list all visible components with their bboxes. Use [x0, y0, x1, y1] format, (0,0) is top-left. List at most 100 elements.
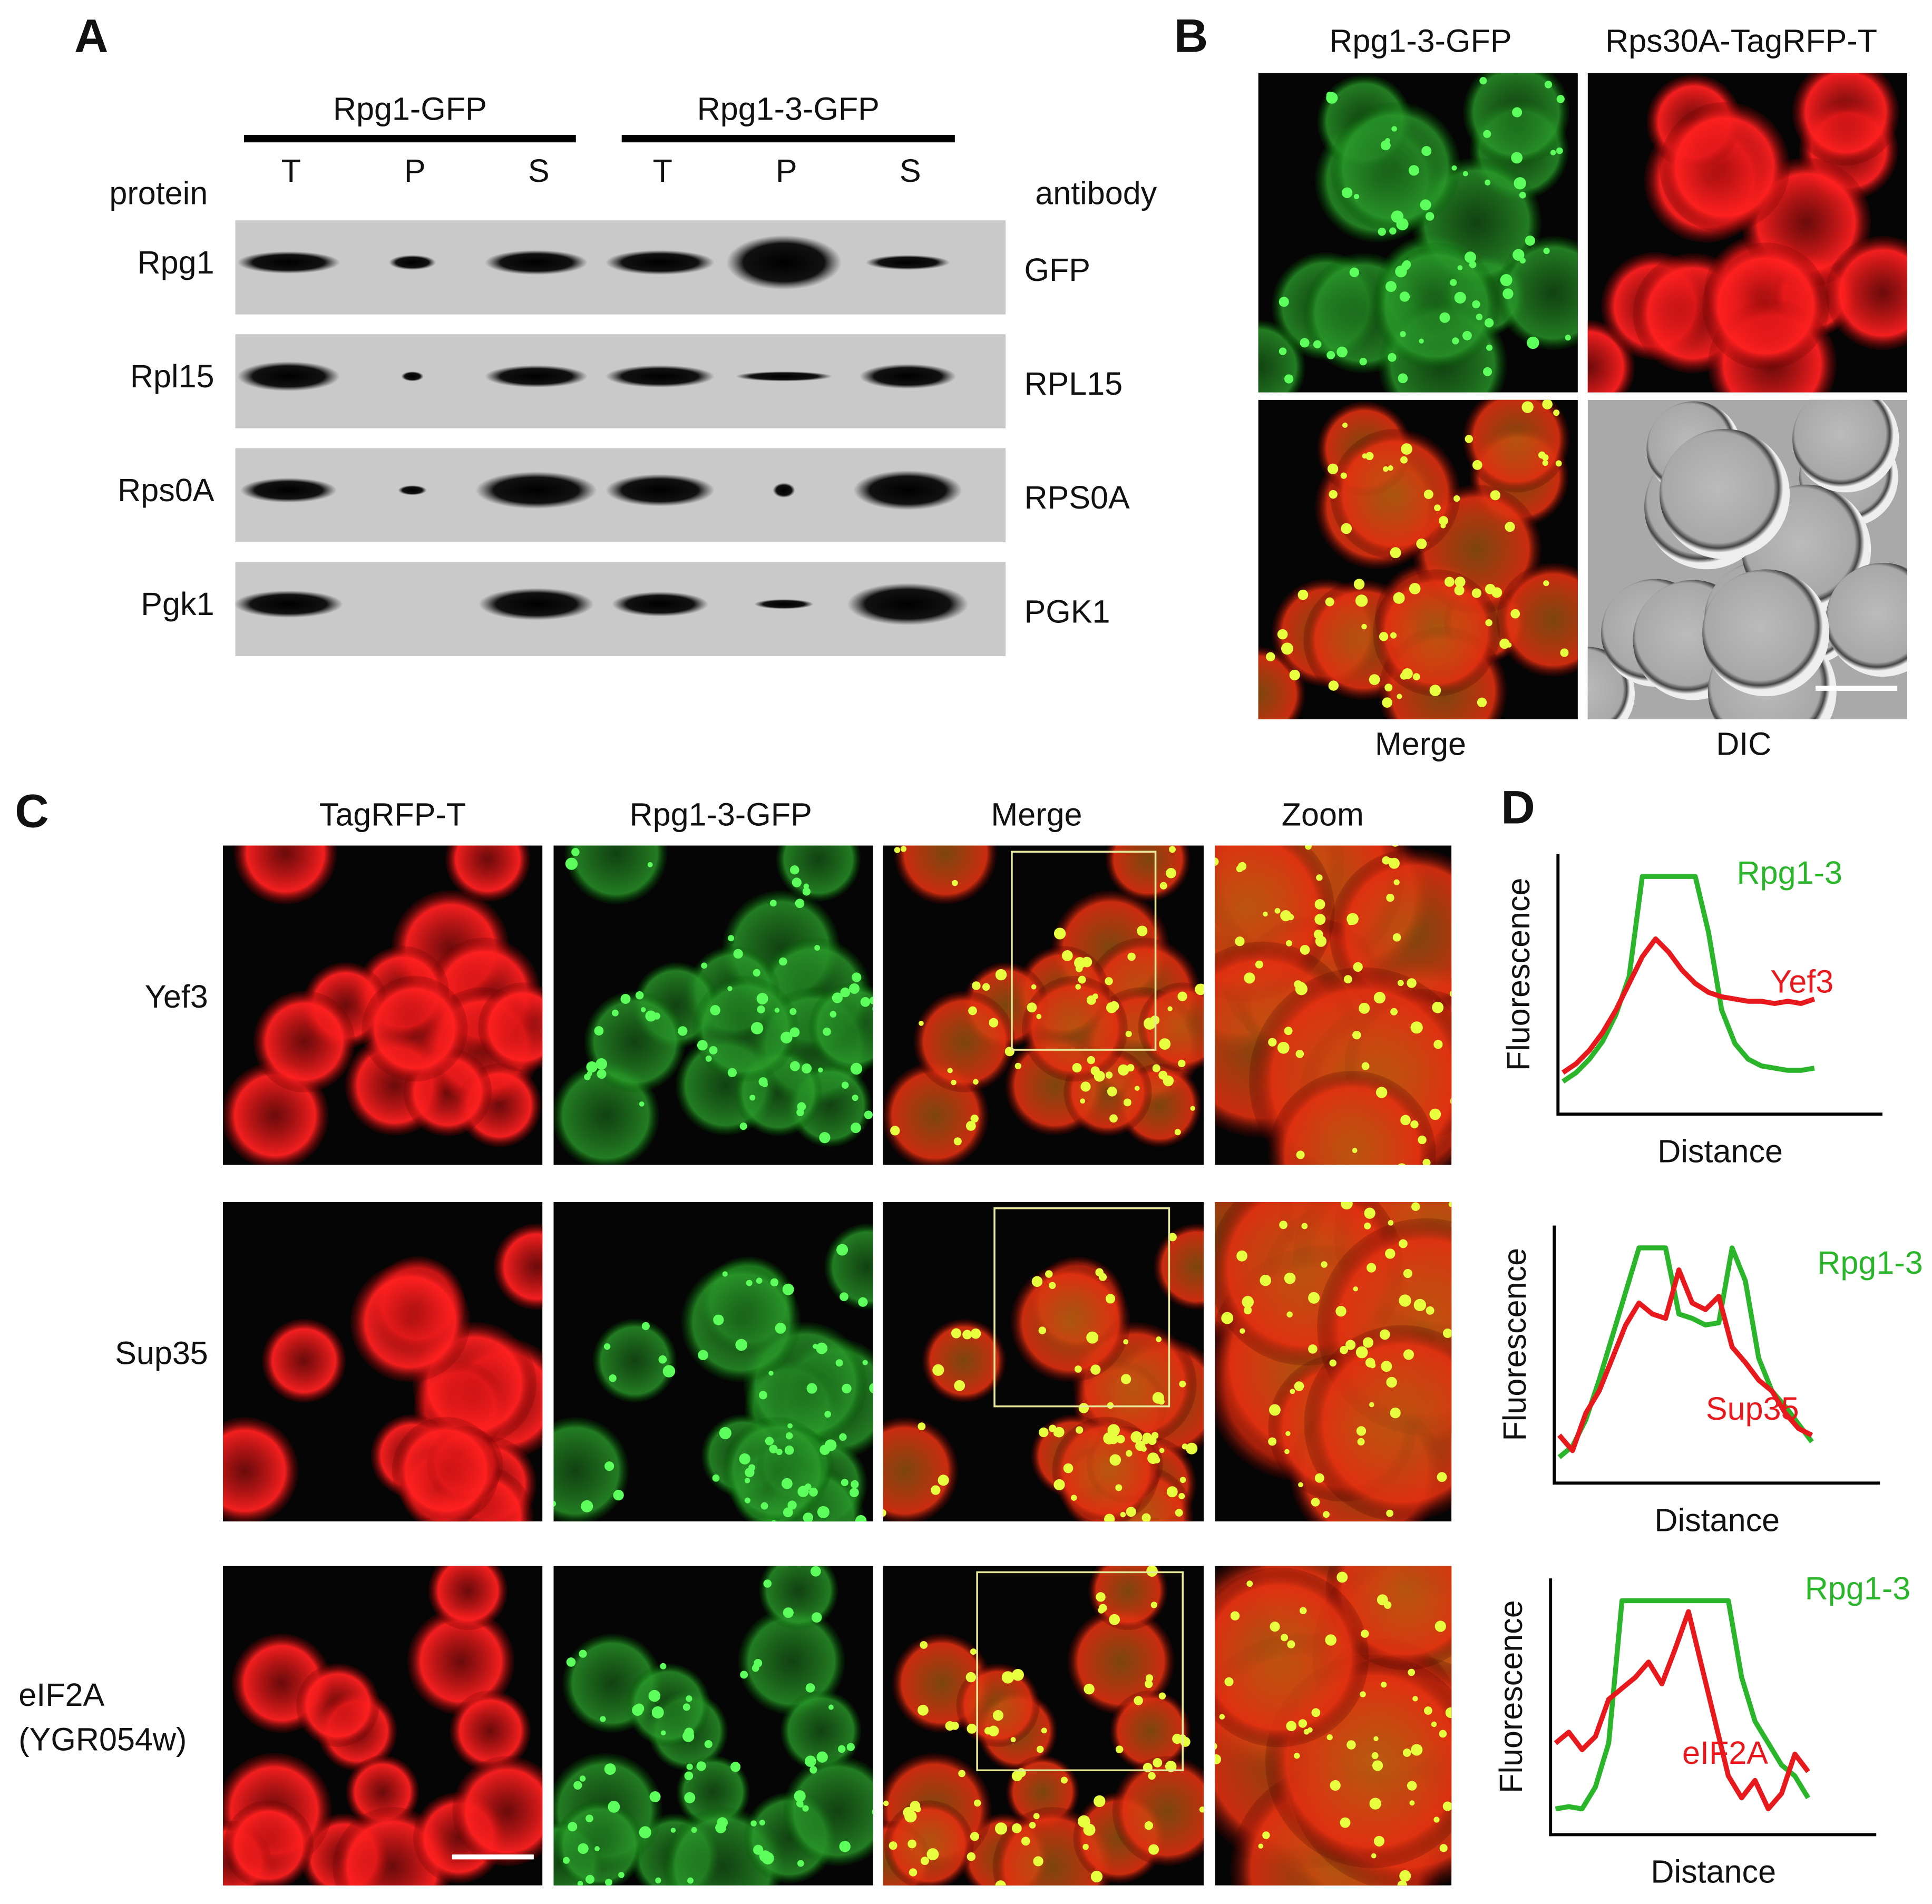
- granule: [1375, 1087, 1388, 1098]
- granule: [1279, 789, 1286, 797]
- granule: [604, 1763, 616, 1775]
- granule: [1383, 466, 1389, 472]
- blot-band: [401, 371, 424, 382]
- granule: [1109, 1001, 1119, 1011]
- granule: [1400, 456, 1408, 464]
- granule: [1144, 1821, 1153, 1830]
- granule: [864, 1110, 873, 1119]
- granule: [1235, 936, 1245, 946]
- granule: [1137, 925, 1148, 936]
- granule: [1036, 1014, 1042, 1019]
- cell: [553, 1417, 629, 1522]
- micrograph: [1587, 73, 1907, 393]
- granule: [869, 1383, 873, 1394]
- granule: [787, 1423, 793, 1429]
- granule: [1014, 1062, 1021, 1069]
- column-header: protein: [109, 175, 208, 211]
- granule: [744, 1478, 750, 1483]
- granule: [1175, 1509, 1183, 1517]
- granule: [660, 1730, 666, 1736]
- granule: [1158, 1692, 1166, 1700]
- granule: [727, 1068, 737, 1078]
- granule: [1445, 1707, 1452, 1719]
- granule: [1424, 1706, 1432, 1715]
- granule: [1346, 1740, 1356, 1750]
- blot-band: [485, 250, 588, 275]
- lane-label: P: [404, 153, 426, 189]
- granule: [735, 1339, 748, 1351]
- granule: [1061, 950, 1073, 961]
- granule: [759, 1819, 765, 1826]
- granule: [1429, 685, 1441, 696]
- granule: [1384, 684, 1393, 692]
- granule: [719, 1427, 731, 1439]
- granule: [1084, 1684, 1095, 1695]
- granule: [965, 1121, 976, 1131]
- granule: [1076, 1886, 1088, 1898]
- granule: [1127, 832, 1139, 844]
- granule: [1090, 1870, 1103, 1883]
- granule: [1326, 91, 1333, 99]
- granule: [840, 987, 850, 998]
- granule: [1486, 344, 1493, 351]
- granule: [1400, 672, 1408, 680]
- granule: [1090, 1066, 1100, 1076]
- granule: [1146, 1566, 1158, 1577]
- granule: [1109, 1614, 1120, 1625]
- granule: [686, 1763, 693, 1770]
- cell: [913, 991, 1016, 1092]
- granule: [1010, 1737, 1016, 1743]
- granule: [1063, 1463, 1074, 1473]
- granule: [1355, 1346, 1368, 1359]
- series-label: Rpg1-3: [1817, 1245, 1923, 1281]
- granule: [982, 983, 990, 991]
- granule: [1329, 490, 1338, 499]
- granule: [698, 1350, 708, 1361]
- granule: [947, 1068, 953, 1073]
- granule: [1485, 619, 1492, 627]
- granule: [1107, 1424, 1120, 1437]
- granule: [781, 1478, 793, 1489]
- granule: [722, 1271, 728, 1277]
- granule: [1353, 962, 1363, 972]
- granule: [1369, 1402, 1374, 1408]
- granule: [577, 814, 589, 826]
- granule: [1556, 147, 1563, 154]
- granule: [1560, 648, 1569, 657]
- granule: [1373, 1835, 1384, 1847]
- cell: [1330, 102, 1460, 232]
- granule: [1165, 1761, 1177, 1772]
- micrograph: [223, 1566, 543, 1886]
- micrograph: [553, 1202, 873, 1522]
- cell: [1215, 1567, 1369, 1747]
- granule: [1215, 1743, 1217, 1750]
- cell: [1373, 569, 1500, 697]
- granule: [1342, 422, 1348, 428]
- antibody-label: GFP: [1024, 252, 1090, 288]
- blot-band: [240, 477, 337, 503]
- granule: [715, 1822, 727, 1833]
- granule: [573, 1781, 582, 1790]
- granule: [608, 1801, 620, 1813]
- granule: [832, 992, 843, 1003]
- granule: [1420, 199, 1431, 211]
- granule: [1401, 261, 1410, 270]
- granule: [1120, 1511, 1126, 1518]
- granule: [1419, 338, 1424, 344]
- row-label: eIF2A: [18, 1677, 104, 1713]
- granule: [1477, 697, 1487, 707]
- granule: [1240, 1328, 1245, 1334]
- profile-line: [1562, 936, 1816, 1075]
- granule: [1279, 347, 1287, 355]
- granule: [1418, 1135, 1427, 1145]
- granule: [1455, 1640, 1464, 1649]
- granule: [1386, 1509, 1394, 1517]
- row-label: Yef3: [145, 979, 208, 1014]
- granule: [1362, 453, 1368, 459]
- blot-band: [485, 365, 588, 388]
- granule: [849, 983, 860, 994]
- granule: [1206, 1682, 1213, 1688]
- lane-label: T: [281, 153, 301, 189]
- granule: [1078, 1403, 1089, 1413]
- micrograph-content: [1587, 399, 1907, 719]
